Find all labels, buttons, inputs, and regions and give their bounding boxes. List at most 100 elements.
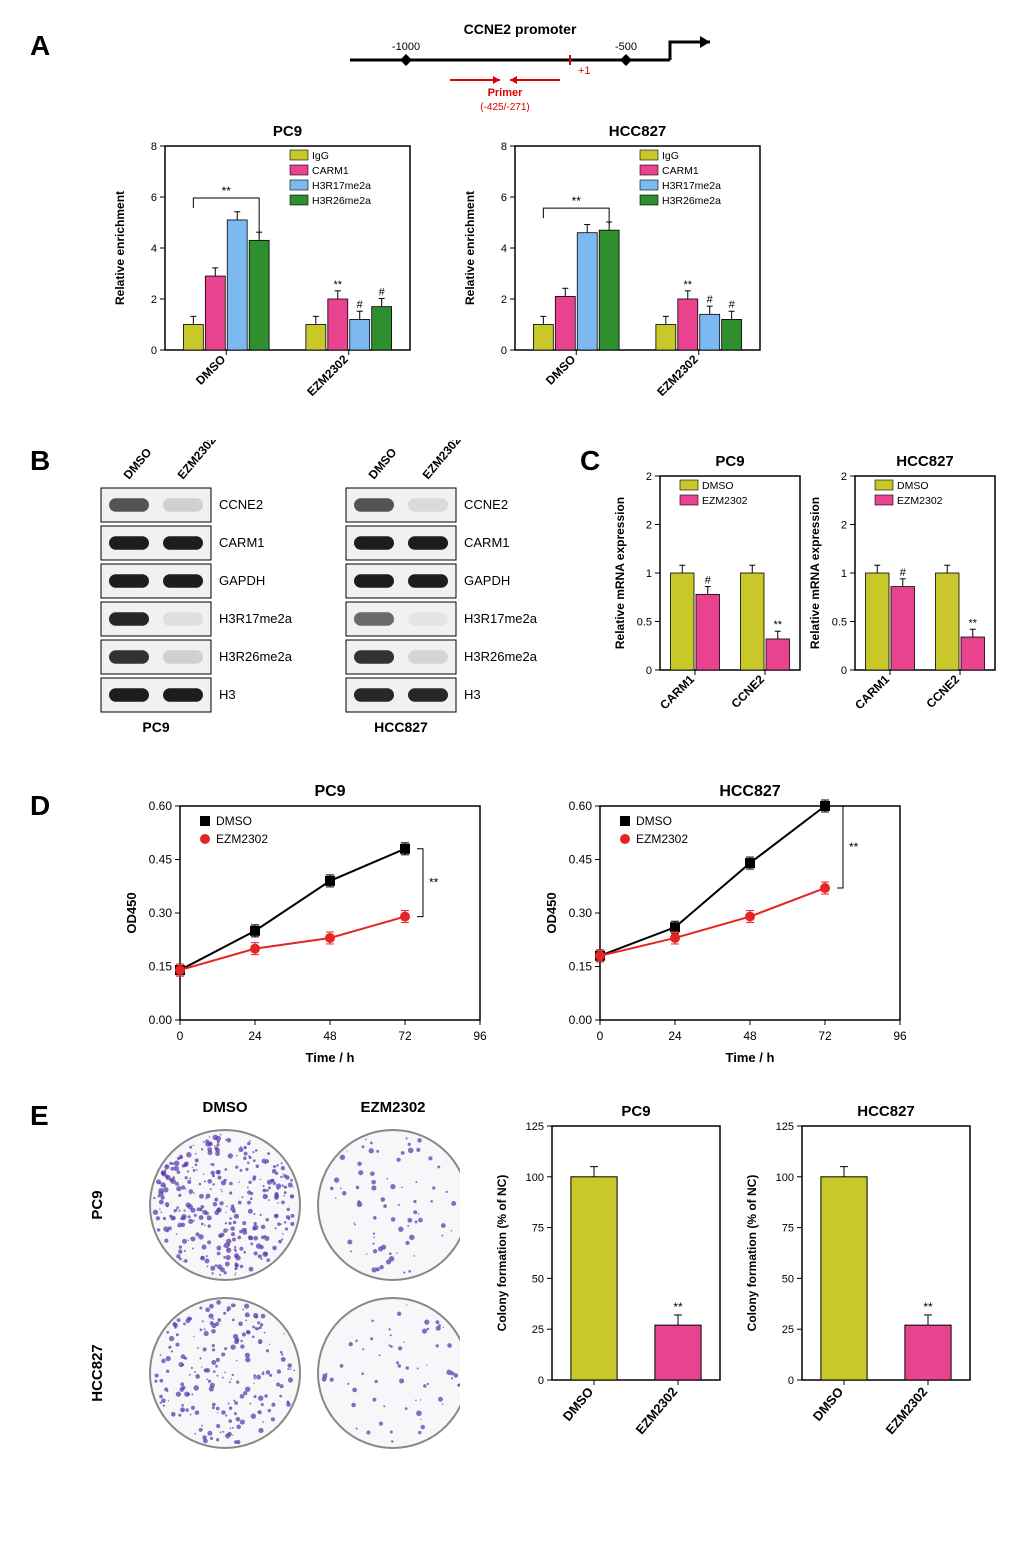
svg-text:100: 100	[526, 1172, 544, 1184]
svg-text:H3R26me2a: H3R26me2a	[662, 195, 721, 207]
svg-text:24: 24	[668, 1029, 682, 1043]
chart-c-hcc827: HCC82700.5122Relative mRNA expression#CA…	[805, 450, 1005, 740]
svg-text:-500: -500	[615, 41, 637, 53]
svg-text:48: 48	[323, 1029, 337, 1043]
svg-text:**: **	[222, 184, 232, 198]
svg-text:HCC827: HCC827	[719, 783, 780, 800]
svg-text:-1000: -1000	[392, 41, 420, 53]
svg-text:0.5: 0.5	[637, 617, 652, 629]
svg-text:**: **	[968, 617, 977, 629]
svg-text:0.60: 0.60	[569, 799, 593, 813]
svg-text:0: 0	[841, 665, 847, 677]
svg-text:CARM1: CARM1	[852, 672, 892, 712]
svg-text:EZM2302: EZM2302	[216, 832, 268, 846]
svg-text:CARM1: CARM1	[657, 672, 697, 712]
svg-text:8: 8	[501, 141, 507, 153]
svg-text:0.60: 0.60	[149, 799, 173, 813]
svg-text:CCNE2: CCNE2	[464, 497, 508, 512]
svg-text:EZM2302: EZM2302	[304, 352, 351, 399]
svg-text:2: 2	[501, 294, 507, 306]
svg-text:**: **	[923, 1300, 933, 1314]
panel-b-label: B	[30, 445, 50, 477]
promoter-diagram: CCNE2 promoter-1000-500+1Primer(-425/-27…	[310, 20, 730, 120]
svg-text:HCC827: HCC827	[857, 1103, 915, 1120]
svg-text:50: 50	[532, 1273, 544, 1285]
svg-text:DMSO: DMSO	[366, 445, 400, 482]
panel-e-label: E	[30, 1100, 49, 1132]
svg-text:50: 50	[782, 1273, 794, 1285]
svg-text:75: 75	[532, 1223, 544, 1235]
svg-text:EZM2302: EZM2302	[897, 495, 943, 507]
svg-text:EZM2302: EZM2302	[654, 352, 701, 399]
svg-text:#: #	[379, 286, 386, 298]
svg-text:0.30: 0.30	[569, 906, 593, 920]
svg-text:0.15: 0.15	[149, 960, 173, 974]
svg-text:EZM2302: EZM2302	[360, 1099, 425, 1116]
chart-d-pc9: PC90.000.150.300.450.60024487296Time / h…	[120, 780, 510, 1070]
blot-pc9: DMSOEZM2302CCNE2CARM1GAPDHH3R17me2aH3R26…	[75, 440, 335, 750]
svg-text:0.15: 0.15	[569, 960, 593, 974]
svg-text:4: 4	[151, 243, 157, 255]
svg-text:PC9: PC9	[314, 783, 345, 800]
svg-text:2: 2	[841, 471, 847, 483]
svg-text:HCC827: HCC827	[896, 453, 954, 470]
svg-text:DMSO: DMSO	[121, 445, 155, 482]
svg-text:EZM2302: EZM2302	[633, 1384, 681, 1437]
svg-text:EZM2302: EZM2302	[420, 440, 464, 482]
chart-e-hcc827: HCC8270255075100125Colony formation (% o…	[740, 1100, 980, 1470]
svg-text:Primer: Primer	[488, 87, 524, 99]
svg-text:0: 0	[177, 1029, 184, 1043]
svg-text:DMSO: DMSO	[702, 480, 734, 492]
svg-text:0.00: 0.00	[569, 1013, 593, 1027]
svg-text:IgG: IgG	[312, 150, 329, 162]
svg-text:0: 0	[501, 345, 507, 357]
svg-text:2: 2	[841, 520, 847, 532]
panel-c-label: C	[580, 445, 600, 477]
svg-text:0: 0	[646, 665, 652, 677]
svg-text:DMSO: DMSO	[216, 814, 252, 828]
svg-text:HCC827: HCC827	[89, 1344, 106, 1402]
svg-text:**: **	[684, 279, 693, 291]
svg-text:OD450: OD450	[124, 892, 139, 933]
svg-text:PC9: PC9	[89, 1190, 106, 1219]
svg-text:Time / h: Time / h	[306, 1050, 355, 1065]
svg-text:72: 72	[818, 1029, 832, 1043]
svg-text:1: 1	[841, 568, 847, 580]
svg-text:72: 72	[398, 1029, 412, 1043]
figure: A CCNE2 promoter-1000-500+1Primer(-425/-…	[20, 20, 1000, 1520]
svg-text:(-425/-271): (-425/-271)	[480, 102, 529, 113]
svg-text:IgG: IgG	[662, 150, 679, 162]
svg-text:Relative enrichment: Relative enrichment	[463, 191, 477, 305]
svg-text:0.5: 0.5	[832, 617, 847, 629]
svg-text:CCNE2: CCNE2	[728, 672, 767, 711]
svg-text:Relative enrichment: Relative enrichment	[113, 191, 127, 305]
svg-text:H3: H3	[219, 687, 236, 702]
svg-text:#: #	[705, 575, 712, 587]
svg-text:PC9: PC9	[621, 1103, 650, 1120]
svg-text:H3R17me2a: H3R17me2a	[219, 611, 293, 626]
svg-text:**: **	[334, 279, 343, 291]
svg-text:EZM2302: EZM2302	[175, 440, 219, 482]
svg-text:PC9: PC9	[273, 123, 302, 140]
svg-text:DMSO: DMSO	[203, 1099, 248, 1116]
svg-text:PC9: PC9	[715, 453, 744, 470]
svg-text:**: **	[572, 194, 582, 208]
svg-text:100: 100	[776, 1172, 794, 1184]
svg-text:DMSO: DMSO	[543, 352, 578, 387]
svg-text:H3R26me2a: H3R26me2a	[219, 649, 293, 664]
svg-text:CCNE2: CCNE2	[923, 672, 962, 711]
svg-text:Colony formation (% of NC): Colony formation (% of NC)	[495, 1175, 509, 1332]
svg-text:2: 2	[646, 520, 652, 532]
svg-text:HCC827: HCC827	[609, 123, 667, 140]
svg-text:EZM2302: EZM2302	[883, 1384, 931, 1437]
svg-text:**: **	[773, 619, 782, 631]
svg-text:0: 0	[151, 345, 157, 357]
svg-text:H3: H3	[464, 687, 481, 702]
chart-a-hcc827: HCC82702468Relative enrichmentDMSO**##EZ…	[460, 120, 770, 420]
svg-text:CARM1: CARM1	[312, 165, 349, 177]
svg-text:0.30: 0.30	[149, 906, 173, 920]
svg-text:**: **	[849, 840, 859, 854]
svg-text:4: 4	[501, 243, 507, 255]
svg-text:Relative mRNA expression: Relative mRNA expression	[808, 497, 822, 649]
svg-text:EZM2302: EZM2302	[702, 495, 748, 507]
